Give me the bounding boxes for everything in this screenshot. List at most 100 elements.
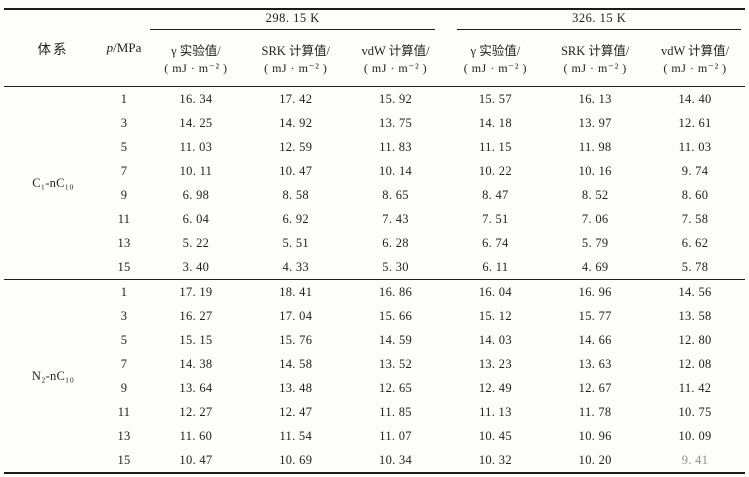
vdw-326-cell: 11. 03 (678, 139, 712, 154)
header-unit: ( mJ · m⁻² ) (363, 60, 428, 75)
column-header-srk-326: SRK 计算值/ ( mJ · m⁻² ) (545, 32, 645, 87)
srk-298-cell: 12. 47 (279, 404, 313, 419)
pressure-cell: 11 (117, 404, 131, 419)
vdw-298-cell: 12. 65 (379, 380, 413, 395)
pressure-cell: 9 (120, 187, 128, 202)
table-row: C₁-nC₁₀ 1 16. 34 17. 42 15. 92 15. 57 16… (4, 87, 745, 190)
table-row: 3 16. 27 17. 04 15. 66 15. 12 15. 77 13.… (4, 304, 745, 328)
vdw-298-cell: 11. 83 (379, 139, 412, 154)
vdw-326-cell: 12. 61 (678, 115, 712, 130)
srk-326-cell: 11. 78 (578, 404, 612, 419)
srk-298-cell: 15. 76 (279, 332, 313, 347)
system-block-c1-nc10: C₁-nC₁₀ 1 16. 34 17. 42 15. 92 15. 57 16… (4, 87, 745, 280)
table-row: 11 6. 04 6. 92 7. 43 7. 51 7. 06 7. 58 (4, 207, 745, 231)
header-unit: ( mJ · m⁻² ) (663, 60, 727, 75)
vdw-298-cell: 8. 65 (382, 187, 409, 202)
vdw-298-cell: 10. 34 (379, 452, 413, 467)
gamma-exp-326-cell: 13. 23 (478, 356, 512, 371)
vdw-298-cell: 11. 85 (379, 404, 412, 419)
pressure-symbol: p (106, 40, 114, 55)
vdw-326-cell: 6. 62 (681, 235, 709, 250)
vdw-298-cell: 15. 92 (379, 91, 413, 106)
header-unit: ( mJ · m⁻² ) (164, 60, 228, 75)
pressure-cell: 9 (120, 380, 128, 395)
gamma-exp-298-cell: 10. 11 (179, 163, 213, 178)
srk-326-cell: 5. 79 (581, 235, 609, 250)
vdw-298-cell: 15. 66 (379, 308, 413, 323)
header-line1: γ 实验值/ (171, 43, 221, 58)
vdw-326-cell: 12. 08 (678, 356, 712, 371)
gamma-exp-298-cell: 15. 15 (179, 332, 213, 347)
vdw-298-cell: 16. 86 (379, 284, 413, 299)
vdw-326-cell: 14. 40 (678, 91, 712, 106)
srk-326-cell: 16. 13 (578, 91, 612, 106)
column-header-vdw-326: vdW 计算值/ ( mJ · m⁻² ) (645, 32, 745, 87)
gamma-exp-298-cell: 6. 04 (182, 211, 210, 226)
gamma-exp-298-cell: 12. 27 (179, 404, 213, 419)
srk-326-cell: 4. 69 (581, 259, 609, 274)
header-line1: γ 实验值/ (470, 43, 521, 58)
header-line1: vdW 计算值/ (361, 43, 430, 58)
table-row: 7 10. 11 10. 47 10. 14 10. 22 10. 16 9. … (4, 159, 745, 183)
table-row: 15 3. 40 4. 33 5. 30 6. 11 4. 69 5. 78 (4, 255, 745, 280)
gamma-exp-326-cell: 16. 04 (478, 284, 512, 299)
srk-326-cell: 16. 96 (578, 284, 612, 299)
srk-298-cell: 13. 48 (279, 380, 313, 395)
table-row: 9 6. 98 8. 58 8. 65 8. 47 8. 52 8. 60 (4, 183, 745, 207)
gamma-exp-326-cell: 11. 13 (479, 404, 512, 419)
vdw-298-cell: 6. 28 (382, 235, 409, 250)
column-header-pressure: p/MPa (102, 9, 146, 87)
column-header-srk-298: SRK 计算值/ ( mJ · m⁻² ) (246, 32, 346, 87)
srk-326-cell: 14. 66 (578, 332, 612, 347)
table-row: 13 5. 22 5. 51 6. 28 6. 74 5. 79 6. 62 (4, 231, 745, 255)
gamma-exp-326-cell: 14. 18 (478, 115, 512, 130)
pressure-cell: 11 (117, 211, 131, 226)
temperature-label-326: 326. 15 K (457, 10, 741, 30)
srk-326-cell: 15. 77 (578, 308, 612, 323)
vdw-298-cell: 10. 14 (379, 163, 413, 178)
srk-326-cell: 12. 67 (578, 380, 612, 395)
table-row: N₂-nC₁₀ 1 17. 19 18. 41 16. 86 16. 04 16… (4, 280, 745, 383)
header-unit: ( mJ · m⁻² ) (463, 60, 527, 75)
vdw-326-cell: 5. 78 (681, 259, 709, 274)
pressure-cell: 13 (117, 428, 131, 443)
srk-298-cell: 4. 33 (282, 259, 309, 274)
table-row: 15 10. 47 10. 69 10. 34 10. 32 10. 20 9.… (4, 448, 745, 473)
pressure-cell: 3 (120, 308, 128, 323)
srk-298-cell: 17. 04 (279, 308, 313, 323)
pressure-cell: 5 (120, 139, 128, 154)
vdw-298-cell: 14. 59 (379, 332, 413, 347)
surface-tension-data-table: 体系 p/MPa 298. 15 K 326. 15 K γ 实验值/ ( mJ… (4, 8, 745, 474)
table-header: 体系 p/MPa 298. 15 K 326. 15 K γ 实验值/ ( mJ… (4, 9, 745, 87)
vdw-298-cell: 11. 07 (379, 428, 412, 443)
gamma-exp-326-cell: 7. 51 (482, 211, 509, 226)
gamma-exp-298-cell: 3. 40 (182, 259, 210, 274)
gamma-exp-298-cell: 13. 64 (179, 380, 213, 395)
srk-298-cell: 12. 59 (279, 139, 313, 154)
gamma-exp-298-cell: 5. 22 (182, 235, 210, 250)
temperature-group-326: 326. 15 K (445, 9, 745, 32)
gamma-exp-326-cell: 14. 03 (478, 332, 512, 347)
table-row: 5 15. 15 15. 76 14. 59 14. 03 14. 66 12.… (4, 328, 745, 352)
pressure-cell: 1 (120, 91, 128, 106)
srk-298-cell: 8. 58 (282, 187, 309, 202)
srk-326-cell: 10. 20 (578, 452, 612, 467)
vdw-298-cell: 13. 75 (379, 115, 413, 130)
header-unit: ( mJ · m⁻² ) (563, 60, 627, 75)
vdw-326-cell: 13. 58 (678, 308, 712, 323)
pressure-cell: 15 (117, 259, 131, 274)
gamma-exp-326-cell: 6. 74 (482, 235, 509, 250)
gamma-exp-326-cell: 8. 47 (482, 187, 509, 202)
table-row: 11 12. 27 12. 47 11. 85 11. 13 11. 78 10… (4, 400, 745, 424)
vdw-298-cell: 5. 30 (382, 259, 409, 274)
gamma-exp-326-cell: 15. 12 (478, 308, 512, 323)
srk-298-cell: 11. 54 (279, 428, 313, 443)
system-block-n2-nc10: N₂-nC₁₀ 1 17. 19 18. 41 16. 86 16. 04 16… (4, 280, 745, 474)
vdw-326-cell: 7. 58 (681, 211, 709, 226)
gamma-exp-326-cell: 6. 11 (482, 259, 509, 274)
vdw-326-cell: 12. 80 (678, 332, 712, 347)
srk-326-cell: 10. 96 (578, 428, 612, 443)
srk-298-cell: 17. 42 (279, 91, 313, 106)
column-header-system: 体系 (37, 42, 69, 57)
